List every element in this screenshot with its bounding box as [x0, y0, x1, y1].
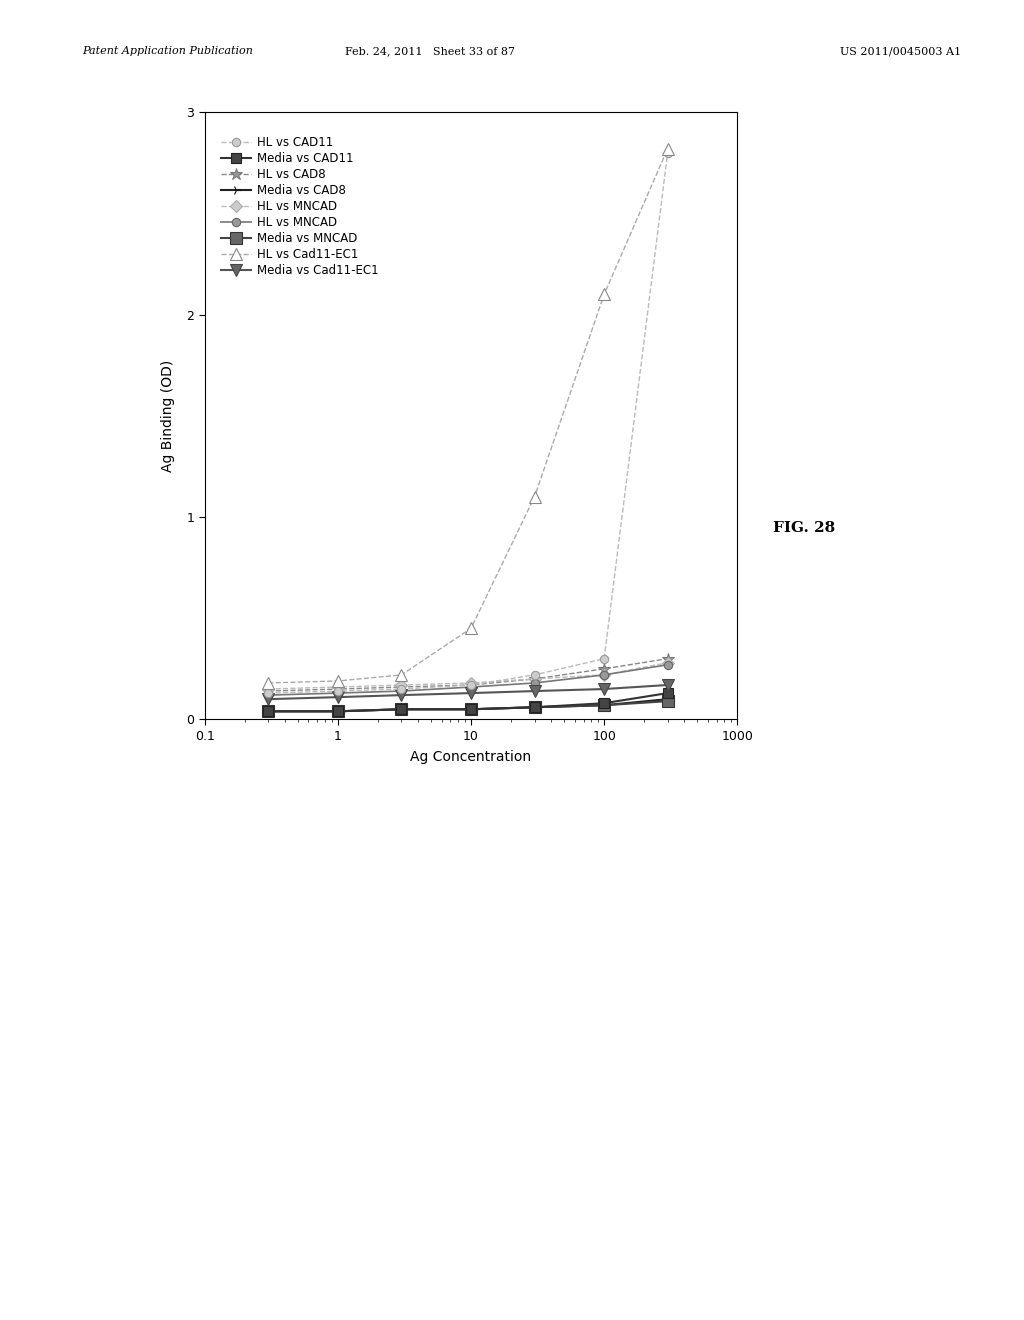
HL vs MNCAD	[395, 684, 408, 700]
Media vs CAD11	[395, 701, 408, 717]
Media vs CAD11	[262, 704, 274, 719]
Media vs CAD11	[528, 700, 541, 715]
HL vs CAD8	[395, 678, 408, 694]
Line: Media vs MNCAD: Media vs MNCAD	[263, 696, 673, 717]
Media vs CAD8	[662, 692, 674, 708]
Media vs MNCAD	[332, 704, 344, 719]
Line: Media vs Cad11-EC1: Media vs Cad11-EC1	[263, 680, 673, 705]
Media vs CAD8	[332, 704, 344, 719]
Media vs CAD11	[465, 701, 477, 717]
HL vs MNCAD	[528, 675, 541, 690]
HL vs CAD11	[465, 677, 477, 693]
Media vs CAD8	[395, 701, 408, 717]
HL vs CAD11	[662, 145, 674, 161]
HL vs Cad11-EC1	[395, 667, 408, 682]
X-axis label: Ag Concentration: Ag Concentration	[411, 750, 531, 764]
Media vs CAD11	[598, 696, 610, 711]
Media vs MNCAD	[395, 701, 408, 717]
Line: HL vs Cad11-EC1: HL vs Cad11-EC1	[263, 143, 673, 689]
Legend: HL vs CAD11, Media vs CAD11, HL vs CAD8, Media vs CAD8, HL vs MNCAD, HL vs MNCAD: HL vs CAD11, Media vs CAD11, HL vs CAD8,…	[221, 136, 379, 277]
HL vs Cad11-EC1	[262, 675, 274, 690]
HL vs CAD11	[528, 667, 541, 682]
HL vs Cad11-EC1	[332, 673, 344, 689]
HL vs MNCAD	[332, 678, 344, 694]
HL vs CAD8	[662, 651, 674, 667]
HL vs CAD8	[598, 661, 610, 677]
HL vs Cad11-EC1	[598, 286, 610, 302]
Text: Patent Application Publication: Patent Application Publication	[82, 46, 253, 57]
HL vs MNCAD	[262, 688, 274, 704]
HL vs CAD11	[598, 651, 610, 667]
Line: HL vs CAD11: HL vs CAD11	[264, 149, 672, 697]
Line: HL vs CAD8: HL vs CAD8	[262, 652, 674, 697]
Media vs MNCAD	[465, 701, 477, 717]
HL vs CAD8	[262, 684, 274, 700]
HL vs Cad11-EC1	[465, 620, 477, 636]
Media vs Cad11-EC1	[598, 681, 610, 697]
HL vs Cad11-EC1	[528, 488, 541, 504]
Media vs Cad11-EC1	[395, 688, 408, 704]
Media vs CAD8	[465, 701, 477, 717]
Line: HL vs MNCAD: HL vs MNCAD	[264, 659, 672, 693]
HL vs MNCAD	[332, 685, 344, 701]
HL vs CAD8	[332, 681, 344, 697]
Media vs MNCAD	[598, 697, 610, 713]
HL vs MNCAD	[662, 657, 674, 673]
Media vs Cad11-EC1	[662, 677, 674, 693]
HL vs CAD8	[528, 671, 541, 686]
HL vs MNCAD	[262, 681, 274, 697]
HL vs MNCAD	[395, 677, 408, 693]
Media vs CAD11	[332, 704, 344, 719]
HL vs MNCAD	[662, 655, 674, 671]
Media vs Cad11-EC1	[528, 684, 541, 700]
Line: Media vs CAD8: Media vs CAD8	[263, 694, 673, 717]
Line: HL vs MNCAD: HL vs MNCAD	[264, 660, 672, 700]
HL vs MNCAD	[465, 678, 477, 694]
HL vs MNCAD	[465, 675, 477, 690]
Line: Media vs CAD11: Media vs CAD11	[263, 688, 673, 717]
HL vs MNCAD	[598, 667, 610, 682]
Media vs CAD8	[262, 704, 274, 719]
Media vs Cad11-EC1	[262, 692, 274, 708]
Media vs CAD11	[662, 685, 674, 701]
Media vs Cad11-EC1	[465, 685, 477, 701]
Media vs MNCAD	[662, 693, 674, 709]
Text: FIG. 28: FIG. 28	[773, 521, 836, 535]
HL vs MNCAD	[528, 671, 541, 686]
Media vs MNCAD	[528, 700, 541, 715]
Media vs CAD8	[528, 700, 541, 715]
Text: Feb. 24, 2011   Sheet 33 of 87: Feb. 24, 2011 Sheet 33 of 87	[345, 46, 515, 57]
Media vs Cad11-EC1	[332, 689, 344, 705]
HL vs MNCAD	[598, 667, 610, 682]
HL vs CAD8	[465, 677, 477, 693]
Media vs CAD8	[598, 697, 610, 713]
Y-axis label: Ag Binding (OD): Ag Binding (OD)	[161, 359, 175, 473]
Media vs MNCAD	[262, 704, 274, 719]
HL vs CAD11	[262, 685, 274, 701]
Text: US 2011/0045003 A1: US 2011/0045003 A1	[840, 46, 961, 57]
HL vs CAD11	[395, 681, 408, 697]
HL vs CAD11	[332, 684, 344, 700]
HL vs Cad11-EC1	[662, 141, 674, 157]
